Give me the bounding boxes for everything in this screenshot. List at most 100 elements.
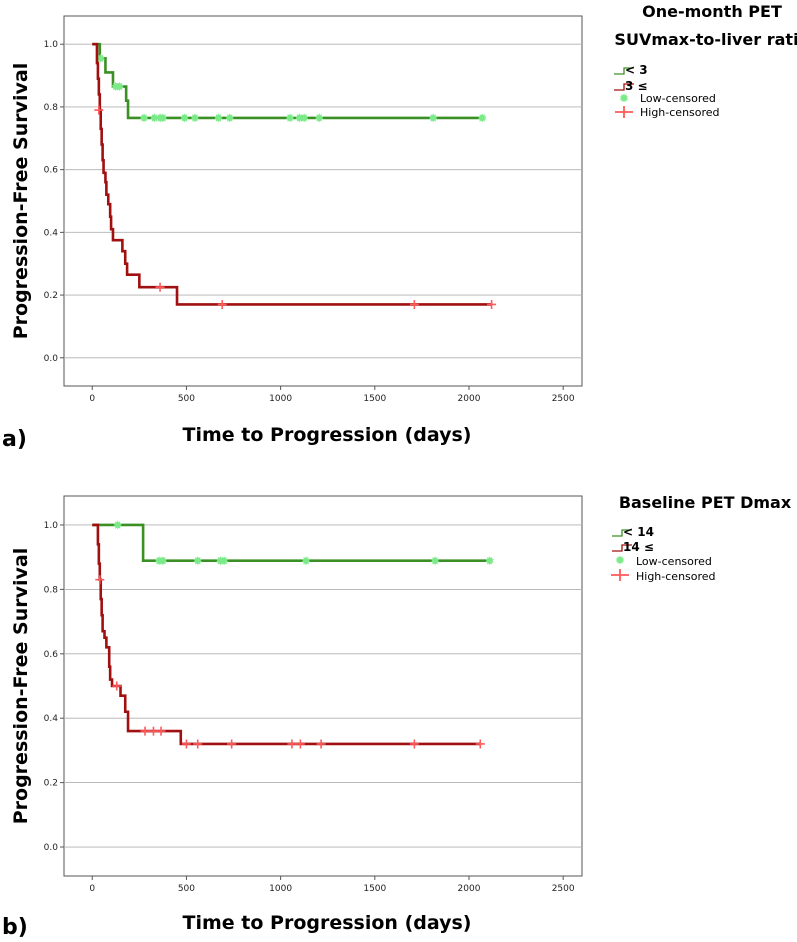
censor-marker-low xyxy=(139,113,149,123)
legend-b-high-label: 14 ≤ xyxy=(623,540,654,554)
x-tick-label: 1000 xyxy=(269,884,292,894)
panel-a-chart: 0.00.20.40.60.81.0 0 500 1000 1500 2000 2500 … xyxy=(2,2,797,452)
x-tick-label: 1000 xyxy=(269,394,292,404)
x-tick-label: 500 xyxy=(178,394,195,404)
censor-marker-low xyxy=(485,556,495,566)
panel-b-label: b) xyxy=(2,915,28,940)
censor-marker-high xyxy=(487,299,497,309)
censor-marker-high xyxy=(475,739,485,749)
legend-a-high-label: 3 ≤ xyxy=(625,79,648,93)
y-tick-label: 0.4 xyxy=(44,714,59,724)
y-tick-label: 0.0 xyxy=(44,843,59,853)
y-tick-label: 0.0 xyxy=(44,354,59,364)
panel-b-chart: 0.00.20.40.60.81.0 0 500 1000 1500 2000 2500 … xyxy=(2,493,792,940)
y-tick-label: 0.2 xyxy=(44,291,58,301)
y-tick-label: 1.0 xyxy=(44,40,59,50)
censor-marker-low xyxy=(150,113,159,123)
legend-a-low-censored-label: Low-censored xyxy=(640,92,716,105)
x-tick-label: 0 xyxy=(89,884,95,894)
censor-marker-high xyxy=(140,726,150,736)
censor-marker-low xyxy=(158,113,168,123)
censor-marker-high xyxy=(316,739,326,749)
censor-marker-low xyxy=(314,113,324,123)
legend-high-censor-plus xyxy=(615,106,633,118)
panel-a-series xyxy=(92,42,497,309)
x-tick-label: 2500 xyxy=(552,884,575,894)
legend-high-censor-plus xyxy=(611,569,629,581)
x-tick-label: 2500 xyxy=(552,394,575,404)
legend-b-high-censor-icon xyxy=(611,569,629,581)
censor-marker-low xyxy=(113,520,123,530)
censor-marker-low xyxy=(285,113,295,123)
x-tick-label: 1500 xyxy=(363,394,386,404)
x-tick-label: 1500 xyxy=(363,884,386,894)
panel-b-series xyxy=(92,520,495,749)
censor-marker-low xyxy=(158,556,168,566)
y-tick-label: 0.8 xyxy=(44,585,59,595)
legend-a-low-label: < 3 xyxy=(625,63,648,77)
censor-marker-high xyxy=(95,575,105,585)
censor-marker-high xyxy=(217,299,227,309)
y-tick-label: 0.2 xyxy=(44,779,58,789)
censor-marker-low xyxy=(299,113,309,123)
y-tick-label: 0.4 xyxy=(44,228,59,238)
survival-curve-low xyxy=(92,523,490,563)
censor-marker-low xyxy=(190,113,200,123)
x-tick-label: 2000 xyxy=(458,394,481,404)
panel-b-x-axis-label: Time to Progression (days) xyxy=(183,912,472,934)
censor-marker-high xyxy=(156,726,166,736)
censor-marker-high xyxy=(409,299,419,309)
censor-marker-low xyxy=(180,113,189,123)
censor-marker-low xyxy=(301,556,311,566)
panel-b-y-ticks: 0.0 0.2 0.4 0.6 0.8 1.0 xyxy=(44,521,64,853)
panel-a-x-ticks: 0 500 1000 1500 2000 2500 xyxy=(89,386,575,404)
censor-marker-high xyxy=(295,739,305,749)
legend-a-low-swatch xyxy=(614,67,634,75)
censor-marker-low xyxy=(115,81,124,92)
censor-marker-high xyxy=(409,739,419,749)
legend-a-high-censor-icon xyxy=(615,106,633,118)
legend-b-high-censored-label: High-censored xyxy=(636,570,716,583)
y-tick-label: 0.6 xyxy=(44,650,59,660)
legend-a-high-censored-label: High-censored xyxy=(640,106,720,119)
legend-a-high-swatch xyxy=(614,83,634,91)
panel-a-frame xyxy=(63,15,583,387)
panel-b-frame xyxy=(63,495,583,877)
panel-a-label: a) xyxy=(2,427,27,452)
legend-low-censor-star xyxy=(619,93,629,103)
censor-marker-high xyxy=(155,282,165,292)
legend-b-low-swatch xyxy=(612,529,632,537)
censor-marker-high xyxy=(193,739,203,749)
censor-marker-high xyxy=(181,739,191,749)
panel-b-x-ticks: 0 500 1000 1500 2000 2500 xyxy=(89,876,575,894)
censor-marker-low xyxy=(430,556,440,566)
survival-curve-high xyxy=(92,42,492,306)
panel-a-title-line-1: One-month PET xyxy=(642,2,782,21)
censor-marker-high xyxy=(112,681,122,691)
legend-b-low-label: < 14 xyxy=(623,525,654,539)
censor-marker-high xyxy=(227,739,237,749)
censor-marker-low xyxy=(477,113,487,123)
panel-a-gridlines xyxy=(64,43,582,359)
censor-marker-high xyxy=(148,726,158,736)
legend-b-high-swatch xyxy=(612,544,632,552)
panel-a-legend: < 3 3 ≤ Low-censored High-censored xyxy=(614,63,720,119)
legend-b-low-censor-icon xyxy=(615,555,625,565)
censor-marker-low xyxy=(225,113,235,123)
censor-marker-low xyxy=(214,113,223,123)
censor-marker-low xyxy=(193,556,203,566)
legend-b-low-censored-label: Low-censored xyxy=(636,555,712,568)
x-tick-label: 2000 xyxy=(458,884,481,894)
panel-b-title: Baseline PET Dmax xyxy=(619,493,792,512)
y-tick-label: 0.8 xyxy=(44,103,59,113)
censor-marker-high xyxy=(287,739,297,749)
censor-marker-low xyxy=(428,113,438,123)
legend-a-low-censor-icon xyxy=(619,93,629,103)
panel-a-y-ticks: 0.0 0.2 0.4 0.6 0.8 1.0 xyxy=(44,40,64,364)
y-tick-label: 1.0 xyxy=(44,521,59,531)
censor-marker-low xyxy=(96,53,106,63)
panel-a-y-axis-label: Progression-Free Survival xyxy=(10,63,32,340)
survival-curve-high xyxy=(92,523,481,746)
censor-marker-high xyxy=(94,105,104,115)
panel-a-x-axis-label: Time to Progression (days) xyxy=(183,424,472,446)
